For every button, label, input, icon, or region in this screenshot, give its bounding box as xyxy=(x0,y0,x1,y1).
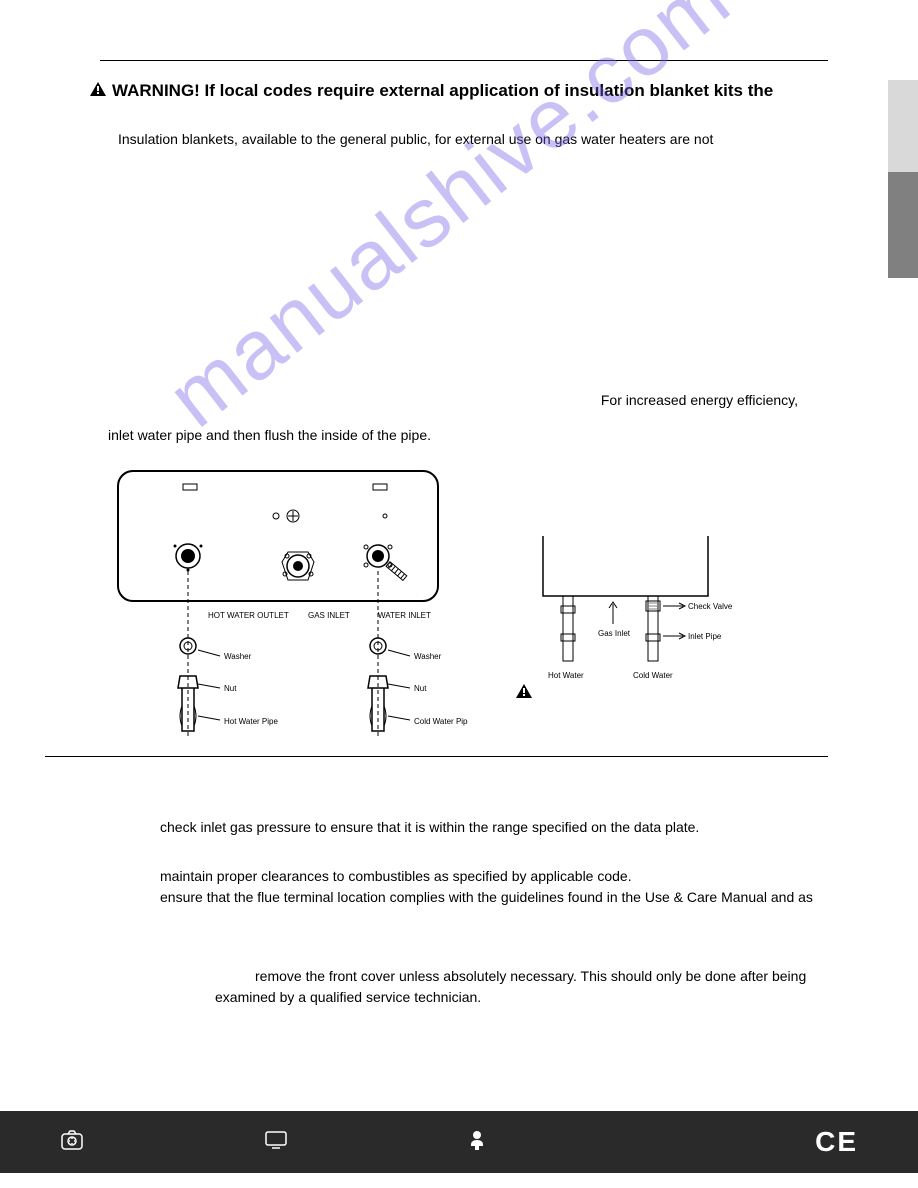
svg-text:Cold Water Pipe: Cold Water Pipe xyxy=(414,717,468,726)
svg-text:Cold Water: Cold Water xyxy=(633,671,673,680)
diagram-section: HOT WATER OUTLET GAS INLET WATER INLET W… xyxy=(108,466,828,746)
clearance-paragraph-2: ensure that the flue terminal location c… xyxy=(160,887,828,908)
ce-mark: CE xyxy=(815,1126,858,1158)
label-gas-inlet: GAS INLET xyxy=(308,611,350,620)
flush-paragraph: inlet water pipe and then flush the insi… xyxy=(108,425,828,446)
warning-header: WARNING! If local codes require external… xyxy=(90,81,828,101)
clearance-paragraph-1: maintain proper clearances to combustibl… xyxy=(160,866,828,887)
svg-text:Nut: Nut xyxy=(224,684,237,693)
page-content: WARNING! If local codes require external… xyxy=(0,0,918,1008)
diagram-right: Hot Water Gas Inlet Cold Water xyxy=(538,536,758,701)
remove-cover-paragraph: remove the front cover unless absolutely… xyxy=(215,966,828,1008)
svg-text:Hot Water: Hot Water xyxy=(548,671,584,680)
svg-text:Hot Water Pipe: Hot Water Pipe xyxy=(224,717,278,726)
divider-rule xyxy=(45,756,828,757)
diagram-warning-icon xyxy=(516,684,532,703)
svg-text:Check Valve: Check Valve xyxy=(688,602,733,611)
bottom-icons xyxy=(60,1129,486,1156)
label-water-inlet: WATER INLET xyxy=(378,611,431,620)
warning-triangle-icon xyxy=(90,82,106,101)
svg-text:Washer: Washer xyxy=(224,652,252,661)
warning-text: WARNING! If local codes require external… xyxy=(112,81,773,101)
person-pin-icon xyxy=(468,1129,486,1156)
camera-settings-icon xyxy=(60,1129,84,1156)
top-rule xyxy=(100,60,828,61)
diagram-left: HOT WATER OUTLET GAS INLET WATER INLET W… xyxy=(108,466,458,751)
insulation-paragraph: Insulation blankets, available to the ge… xyxy=(118,129,828,150)
efficiency-line: For increased energy efficiency, xyxy=(90,390,798,411)
svg-text:Washer: Washer xyxy=(414,652,442,661)
label-hot-water-outlet: HOT WATER OUTLET xyxy=(208,611,289,620)
svg-text:Nut: Nut xyxy=(414,684,427,693)
svg-text:Inlet Pipe: Inlet Pipe xyxy=(688,632,722,641)
paragraph-block: check inlet gas pressure to ensure that … xyxy=(160,817,828,1008)
monitor-icon xyxy=(264,1130,288,1155)
bottom-bar: CE xyxy=(0,1111,918,1173)
svg-text:Gas Inlet: Gas Inlet xyxy=(598,629,631,638)
inlet-pressure-paragraph: check inlet gas pressure to ensure that … xyxy=(160,817,828,838)
